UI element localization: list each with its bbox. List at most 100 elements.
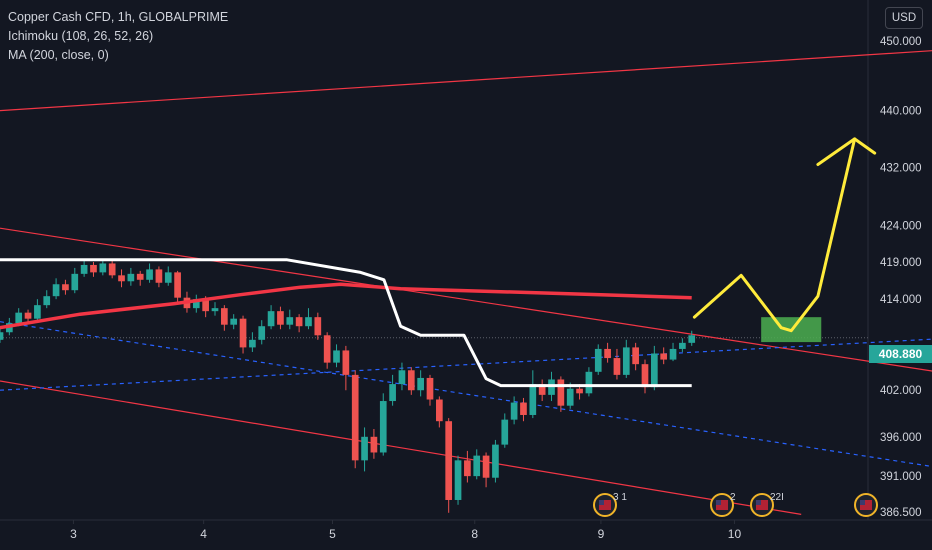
candle-body (286, 317, 294, 325)
chart-legend: Copper Cash CFD, 1h, GLOBALPRIME Ichimok… (8, 8, 228, 65)
candle-body (641, 364, 649, 388)
upper-channel-line (0, 50, 932, 112)
candle-body (417, 377, 424, 391)
price-tick-label: 402.000 (880, 385, 922, 397)
ichimoku-indicator-label[interactable]: Ichimoku (108, 26, 52, 26) (8, 29, 154, 43)
candle-body (258, 326, 266, 340)
candle-body (473, 455, 481, 477)
price-tick-label: 396.000 (880, 432, 922, 444)
candle-body (370, 436, 378, 453)
candle-body (445, 421, 453, 500)
candle-body (24, 312, 32, 319)
candle-body (576, 388, 583, 394)
candle-body (267, 311, 275, 327)
candle-body (164, 272, 172, 283)
us-flag-canton (599, 500, 604, 505)
last-price-tag: 408.880 (869, 345, 932, 363)
candle-body (464, 460, 471, 477)
time-tick-label: 4 (200, 527, 207, 541)
event-count-label: 2 (730, 492, 736, 503)
candle-body (202, 299, 209, 312)
candle-body (34, 305, 41, 319)
candle-body (482, 455, 490, 478)
us-flag-icon (716, 500, 728, 510)
candle-body (669, 348, 677, 360)
candle-body (379, 401, 387, 453)
candle-body (108, 263, 116, 276)
dashed-trend-line (0, 338, 932, 391)
currency-button[interactable]: USD (885, 7, 923, 29)
price-tick-label: 419.000 (880, 257, 922, 269)
candle-body (211, 308, 219, 312)
candle-body (323, 335, 331, 363)
event-count-label: 3 1 (613, 492, 627, 503)
ma-200-line (0, 282, 692, 330)
candle-body (679, 342, 686, 349)
candle-body (361, 436, 368, 461)
ma-indicator-label[interactable]: MA (200, close, 0) (8, 48, 109, 62)
us-flag-canton (716, 500, 721, 505)
ichimoku-line (0, 258, 692, 388)
candle-body (604, 348, 611, 359)
candle-body (520, 402, 527, 415)
candle-body (71, 273, 79, 291)
candle-body (314, 317, 322, 336)
candle-body (52, 284, 60, 297)
candle-body (454, 460, 462, 500)
candle-body (492, 444, 499, 478)
price-tick-label: 391.000 (880, 471, 922, 483)
candle-body (585, 371, 593, 394)
us-flag-icon (599, 500, 611, 510)
us-flag-icon (756, 500, 768, 510)
candle-body (230, 318, 238, 325)
price-tick-label: 414.000 (880, 294, 922, 306)
time-tick-label: 9 (598, 527, 605, 541)
candle-body (0, 332, 4, 340)
lower-channel-line (0, 380, 802, 515)
candle-body (398, 370, 406, 385)
candle-body (436, 399, 443, 422)
candle-body (127, 273, 135, 282)
time-tick-label: 10 (728, 527, 742, 541)
candle-body (295, 317, 303, 327)
price-tick-label: 386.500 (880, 507, 922, 519)
candle-body (277, 311, 284, 325)
price-tick-label: 440.000 (880, 106, 922, 118)
event-count-label: 22I (770, 492, 784, 503)
candle-body (557, 379, 565, 406)
candle-body (613, 358, 621, 375)
candle-body (548, 379, 555, 395)
candle-body (99, 263, 107, 273)
candle-body (632, 347, 639, 365)
time-tick-label: 5 (329, 527, 336, 541)
price-tick-label: 450.000 (880, 36, 922, 48)
us-flag-icon (860, 500, 872, 510)
candle-body (146, 269, 153, 280)
price-tick-label: 432.000 (880, 162, 922, 174)
time-tick-label: 3 (70, 527, 77, 541)
candle-body (43, 296, 51, 306)
symbol-title[interactable]: Copper Cash CFD, 1h, GLOBALPRIME (8, 10, 229, 24)
candle-body (660, 353, 668, 360)
candle-body (155, 269, 163, 283)
us-flag-canton (756, 500, 761, 505)
candle-body (688, 335, 696, 343)
candle-body (221, 308, 228, 325)
candle-body (651, 353, 658, 388)
candle-body (594, 348, 602, 372)
price-tick-label: 424.000 (880, 220, 922, 232)
candle-body (174, 272, 181, 298)
candle-body (389, 384, 396, 402)
projection-arrow-head (816, 137, 877, 166)
candle-body (305, 317, 312, 327)
candle-body (529, 384, 537, 415)
candle-body (15, 312, 23, 324)
candle-body (351, 374, 359, 461)
candle-body (622, 347, 630, 375)
candle-body (239, 318, 247, 348)
candle-body (426, 377, 434, 400)
candle-body (333, 350, 340, 363)
candle-body (566, 388, 574, 406)
candle-body (249, 339, 256, 348)
